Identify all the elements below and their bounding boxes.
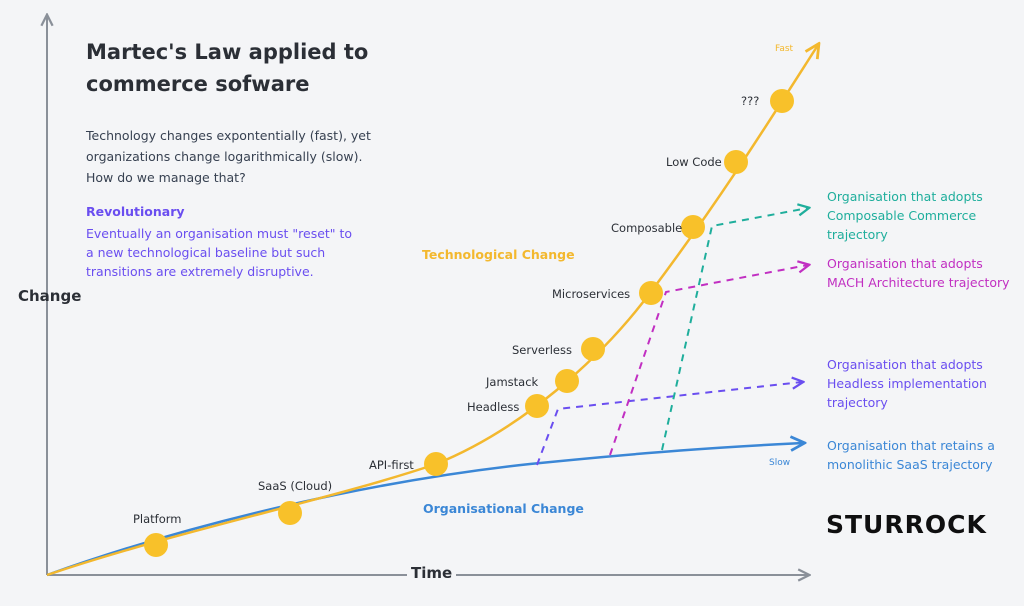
revolutionary-title: Revolutionary — [86, 204, 185, 219]
node-api-first — [424, 452, 448, 476]
tech-change-label: Technological Change — [422, 247, 575, 262]
brand-logo: STURROCK — [826, 510, 987, 539]
org-change-label: Organisational Change — [423, 501, 584, 516]
milestone-label: SaaS (Cloud) — [258, 479, 333, 493]
saas-trajectory-label: Organisation that retains a monolithic S… — [827, 438, 995, 472]
milestone-label: Jamstack — [486, 375, 539, 389]
milestone-label: API-first — [369, 458, 414, 472]
node-composable — [681, 215, 705, 239]
milestone-label: Composable — [611, 221, 683, 235]
node-microservices — [639, 281, 663, 305]
node-low-code — [724, 150, 748, 174]
node-headless — [525, 394, 549, 418]
milestone-label: Serverless — [512, 343, 572, 357]
mach-trajectory — [609, 265, 808, 456]
milestone-label: Platform — [133, 512, 182, 526]
revolutionary-body: Eventually an organisation must "reset" … — [86, 226, 353, 279]
node-serverless — [581, 337, 605, 361]
milestone-label: ??? — [741, 94, 760, 108]
milestone-label: Microservices — [552, 287, 631, 301]
y-axis-label: Change — [18, 287, 82, 305]
node-unknown — [770, 89, 794, 113]
intro-text: Technology changes expontentially (fast)… — [86, 128, 371, 185]
node-saas — [278, 501, 302, 525]
composable-trajectory — [661, 208, 808, 451]
headless-trajectory — [536, 382, 802, 466]
x-axis-label: Time — [407, 564, 457, 582]
fast-tag: Fast — [775, 44, 794, 54]
slow-tag: Slow — [769, 458, 791, 468]
milestone-label: Headless — [467, 400, 520, 414]
milestone-label: Low Code — [666, 155, 722, 169]
mach-trajectory-label: Organisation that adopts MACH Architectu… — [827, 256, 1010, 290]
composable-trajectory-label: Organisation that adopts Composable Comm… — [827, 189, 983, 242]
page-title: Martec's Law applied to commerce sofware — [86, 40, 369, 96]
org-change-curve — [46, 443, 803, 577]
node-platform — [144, 533, 168, 557]
milestone-nodes — [144, 89, 794, 557]
node-jamstack — [555, 369, 579, 393]
headless-trajectory-label: Organisation that adopts Headless implem… — [827, 357, 987, 410]
